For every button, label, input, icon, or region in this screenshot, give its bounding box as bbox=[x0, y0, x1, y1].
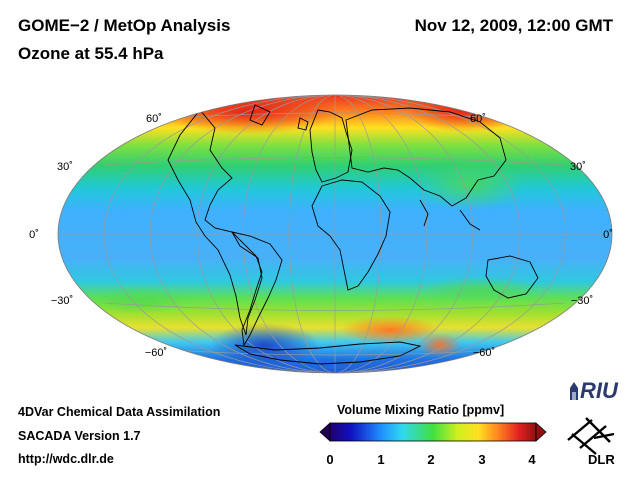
footer-line-2: SACADA Version 1.7 bbox=[18, 429, 141, 443]
lat-label-left-m60: −60˚ bbox=[145, 347, 167, 359]
lat-label-right-m60: −60˚ bbox=[473, 347, 495, 359]
colorbar-tick-3: 3 bbox=[478, 452, 486, 467]
colorbar-tick-2: 2 bbox=[427, 452, 435, 467]
ozone-map: 60˚ 30˚ 0˚ −30˚ −60˚ 60˚ 30˚ 0˚ −30˚ −60… bbox=[29, 94, 613, 374]
map-outline bbox=[57, 94, 613, 374]
riu-logo-text: RIU bbox=[580, 378, 619, 403]
lat-label-right-m30: −30˚ bbox=[571, 295, 593, 307]
dlr-logo: DLR bbox=[567, 417, 615, 466]
timestamp: Nov 12, 2009, 12:00 GMT bbox=[414, 16, 613, 35]
lat-label-right-30: 30˚ bbox=[570, 161, 586, 173]
colorbar-low-arrow bbox=[319, 422, 331, 442]
colorbar-tick-4: 4 bbox=[528, 452, 536, 467]
colorbar-tick-0: 0 bbox=[326, 452, 334, 467]
colorbar bbox=[319, 422, 547, 442]
colorbar-tick-1: 1 bbox=[377, 452, 385, 467]
footer-link[interactable]: http://wdc.dlr.de bbox=[18, 452, 114, 466]
lat-label-left-m30: −30˚ bbox=[51, 295, 73, 307]
lat-label-left-0: 0˚ bbox=[29, 229, 39, 241]
dlr-logo-text: DLR bbox=[588, 452, 615, 466]
footer-line-1: 4DVar Chemical Data Assimilation bbox=[18, 405, 221, 419]
dlr-cross-icon bbox=[567, 417, 615, 455]
lat-label-right-60: 60˚ bbox=[470, 113, 486, 125]
lat-label-left-30: 30˚ bbox=[57, 161, 73, 173]
riu-logo: RIU bbox=[570, 378, 619, 403]
colorbar-gradient bbox=[329, 422, 537, 442]
coastlines bbox=[167, 104, 539, 365]
title-line-1: GOME−2 / MetOp Analysis bbox=[18, 16, 231, 35]
colorbar-title: Volume Mixing Ratio [ppmv] bbox=[337, 403, 505, 417]
title-line-2: Ozone at 55.4 hPa bbox=[18, 44, 164, 63]
lat-label-left-60: 60˚ bbox=[146, 113, 162, 125]
lat-label-right-0: 0˚ bbox=[603, 229, 613, 241]
graticule bbox=[58, 95, 612, 373]
colorbar-high-arrow bbox=[535, 422, 547, 442]
